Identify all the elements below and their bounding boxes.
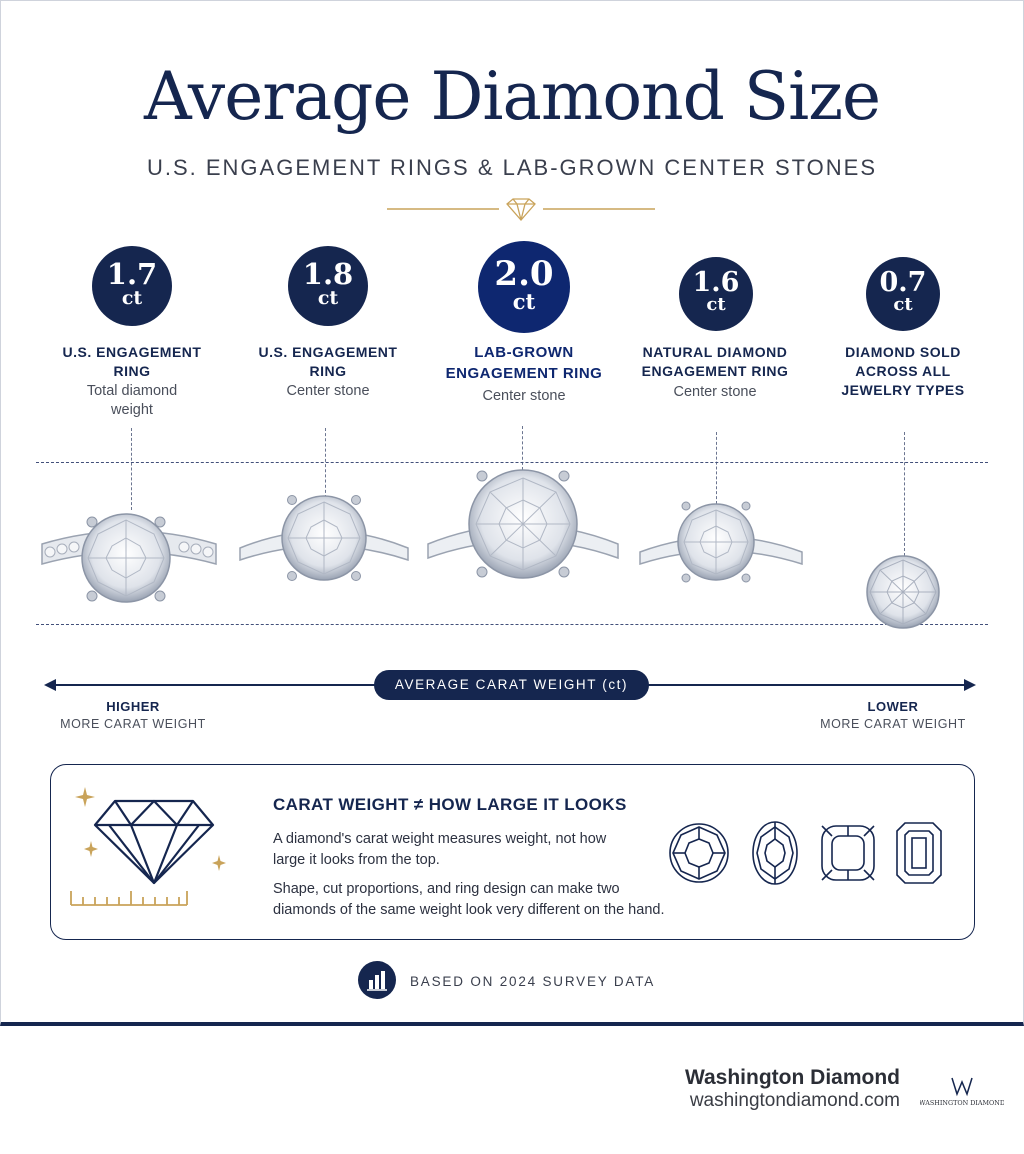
info-card: CARAT WEIGHT ≠ HOW LARGE IT LOOKS A diam… <box>50 764 975 940</box>
connector-line <box>904 432 905 556</box>
bar-chart-icon <box>358 961 396 999</box>
info-card-paragraph-1: A diamond's carat weight measures weight… <box>273 831 607 868</box>
stat-badge-3: 2.0 ct <box>478 241 570 333</box>
bottom-guide-line <box>36 624 988 625</box>
stat-badge-2: 1.8 ct <box>288 246 368 326</box>
stat-label-1: U.S. ENGAGEMENT RING <box>62 344 202 379</box>
info-card-title: CARAT WEIGHT ≠ HOW LARGE IT LOOKS <box>273 795 627 814</box>
connector-line <box>522 426 523 470</box>
top-guide-line <box>36 462 988 463</box>
info-card-paragraph-2: Shape, cut proportions, and ring design … <box>273 881 665 918</box>
brand-url[interactable]: washingtondiamond.com <box>689 1090 900 1111</box>
solitaire-ring-icon <box>239 495 409 581</box>
stat-label-2: U.S. ENGAGEMENT RING <box>258 344 398 379</box>
natural-ring-icon <box>639 501 803 583</box>
diamond-scale-icon <box>70 787 226 906</box>
axis-left-label: HIGHER MORE CARAT WEIGHT <box>60 699 206 731</box>
round-diamond-icon <box>669 823 729 883</box>
lab-grown-ring-icon <box>427 469 619 579</box>
stat-label-3: LAB-GROWN ENGAGEMENT RING <box>445 344 603 382</box>
stat-sub-3: Center stone <box>482 388 566 404</box>
connector-line <box>131 428 132 510</box>
washington-diamond-logo: WASHINGTON DIAMOND <box>920 1077 1004 1107</box>
survey-note: BASED ON 2024 SURVEY DATA <box>410 974 656 989</box>
loose-diamond-icon <box>866 555 940 629</box>
svg-text:WASHINGTON DIAMOND: WASHINGTON DIAMOND <box>920 1099 1004 1107</box>
connector-line <box>325 428 326 498</box>
pave-ring-icon <box>41 513 217 603</box>
gem-divider-icon <box>387 198 655 221</box>
stat-sub-2: Center stone <box>286 383 370 399</box>
brand-name: Washington Diamond <box>684 1066 900 1089</box>
stat-badge-4: 1.6 ct <box>679 257 753 331</box>
emerald-diamond-icon <box>896 822 942 884</box>
oval-diamond-icon <box>752 821 798 885</box>
stat-badge-1: 1.7 ct <box>92 246 172 326</box>
connector-line <box>716 432 717 504</box>
stat-label-4: NATURAL DIAMOND ENGAGEMENT RING <box>641 344 789 379</box>
axis-right-label: LOWER MORE CARAT WEIGHT <box>820 699 966 731</box>
cushion-diamond-icon <box>821 825 875 881</box>
page-title: Average Diamond Size <box>143 58 881 135</box>
page-subtitle: U.S. ENGAGEMENT RINGS & LAB-GROWN CENTER… <box>146 155 878 180</box>
stat-sub-4: Center stone <box>673 384 757 400</box>
stat-label-5: DIAMOND SOLD ACROSS ALL JEWELRY TYPES <box>841 344 965 398</box>
stat-sub-1: Total diamond weight <box>86 383 178 418</box>
stat-badge-5: 0.7 ct <box>866 257 940 331</box>
axis-label: AVERAGE CARAT WEIGHT (ct) <box>374 670 649 700</box>
